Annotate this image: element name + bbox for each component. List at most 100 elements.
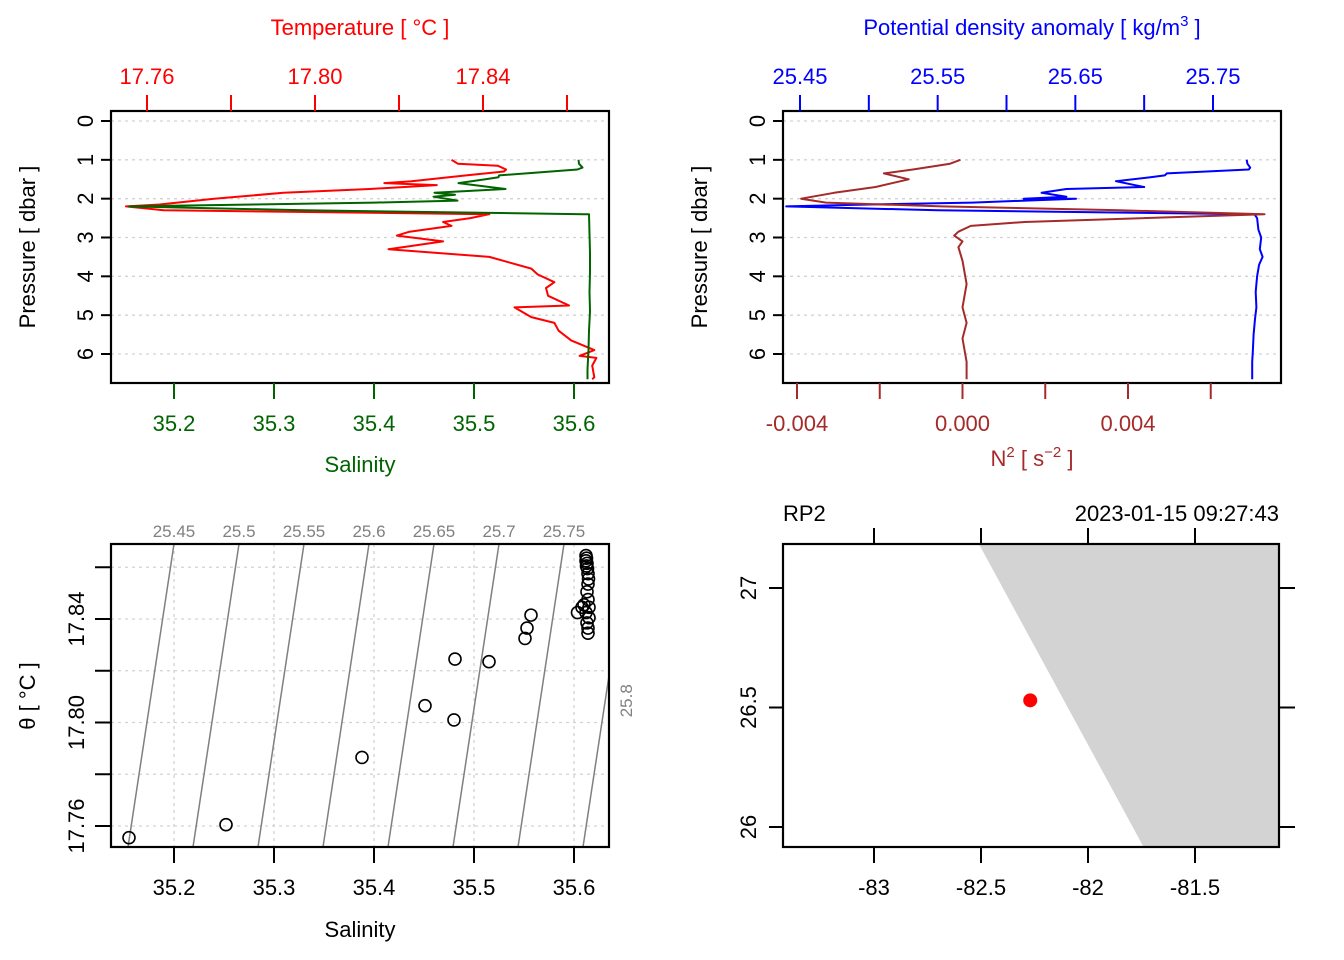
tick-label: 0.004 [1100,411,1155,436]
data-point [581,621,595,635]
tick-label: 35.6 [553,875,596,900]
plot-lines [785,158,1266,380]
isopycnal-line [257,543,305,848]
data-point [580,585,594,599]
tick-label: 4 [745,270,770,282]
tick-label: 35.2 [153,411,196,436]
tick-label: 0.000 [935,411,990,436]
tick-label: 4 [73,270,98,282]
tick-label: 35.4 [353,411,396,436]
data-point [581,572,596,586]
tick-label: 25.65 [1048,64,1103,89]
isopycnal-label: 25.65 [413,522,456,541]
tick-label: 3 [73,231,98,243]
isopycnal-line [192,543,240,848]
latitude-axis: 26 26.5 27 [736,576,783,839]
tick-label: 35.2 [153,875,196,900]
theta-axis: 17.76 17.80 17.84 [64,566,111,854]
tick-label: 17.80 [64,695,89,750]
salinity-axis: 35.2 35.3 35.4 35.5 35.6 [153,847,596,900]
salinity-axis-title: Salinity [325,452,396,477]
tick-label: 35.6 [553,411,596,436]
data-point [579,548,593,563]
tick-label: 3 [745,231,770,243]
series-salinity [128,159,591,380]
tick-label: 17.76 [119,64,174,89]
tick-label: 17.84 [455,64,510,89]
latitude-right-ticks [1279,587,1295,828]
station-marker[interactable] [1023,693,1038,708]
isopycnal-line [322,543,370,848]
data-point [524,608,538,622]
data-point [582,610,596,625]
station-datetime: 2023-01-15 09:27:43 [1075,501,1279,526]
tick-label: 35.5 [453,411,496,436]
tick-label: 25.45 [772,64,827,89]
isopycnal-label: 25.8 [617,684,636,717]
longitude-top-ticks [873,528,1196,544]
plot-lines [125,158,598,380]
tick-label: 5 [745,309,770,321]
grid [783,120,1281,355]
data-point [482,654,496,669]
station-name: RP2 [783,501,826,526]
tick-label: -0.004 [766,411,828,436]
tick-label: 35.5 [453,875,496,900]
plot-frame [109,109,611,385]
isopycnal-label: 25.75 [543,522,586,541]
isopycnal-label: 25.7 [482,522,515,541]
tick-label: 6 [73,348,98,360]
plot-frame [781,109,1283,385]
plot-frame [781,542,1281,849]
data-point [518,631,532,646]
tick-label: 17.84 [64,591,89,646]
data-point [219,817,233,832]
tick-label: 5 [73,309,98,321]
tick-label: 1 [745,154,770,166]
series-temperature [125,158,598,380]
grid [111,544,609,847]
salinity-axis-title: Salinity [325,917,396,942]
tick-label: 35.4 [353,875,396,900]
pressure-axis-title: Pressure [ dbar ] [15,166,40,329]
tick-label: 1 [73,154,98,166]
panel-station-map: -83 -82.5 -82 -81.5 26 26.5 27 RP2 2023-01-15… [736,501,1295,900]
plot-frame [109,542,611,849]
tick-label: 25.55 [910,64,965,89]
tick-label: 0 [745,115,770,127]
tick-label: 26.5 [736,686,761,729]
data-point [447,713,461,727]
tick-label: 25.75 [1185,64,1240,89]
isopycnal-line [127,543,175,848]
theta-axis-title: θ [ °C ] [15,662,40,730]
data-point [582,600,596,615]
series-potential-density-anomaly [785,159,1264,380]
isopycnal-label: 25.55 [283,522,326,541]
data-points [122,548,596,845]
land-area [978,544,1279,847]
tick-label: 2 [745,193,770,205]
tick-label: -82.5 [956,875,1006,900]
isopycnal-label: 25.5 [222,522,255,541]
isopycnal-line [582,675,610,848]
grid [111,120,609,355]
series-n2 [800,158,1266,380]
data-point [579,553,593,568]
tick-label: 17.76 [64,798,89,853]
n2-axis-title: N2 [ s−2 ] [991,444,1074,471]
pressure-axis: 0 1 2 3 4 5 6 [73,115,111,360]
isopycnal-line [452,543,500,848]
data-point [520,621,534,635]
data-point [581,626,595,641]
data-point [581,566,595,581]
longitude-axis: -83 -82.5 -82 -81.5 [858,847,1220,900]
isopycnal-label: 25.45 [153,522,196,541]
data-point [355,750,369,765]
tick-label: 27 [736,576,761,600]
panel-density-buoyancy-profile: 25.45 25.55 25.65 25.75 -0.004 0.000 0.004 0 1… [687,13,1283,471]
tick-label: 6 [745,348,770,360]
density-axis-title: Potential density anomaly [ kg/m3 ] [863,13,1200,40]
tick-label: -82 [1072,875,1104,900]
tick-label: 2 [73,193,98,205]
